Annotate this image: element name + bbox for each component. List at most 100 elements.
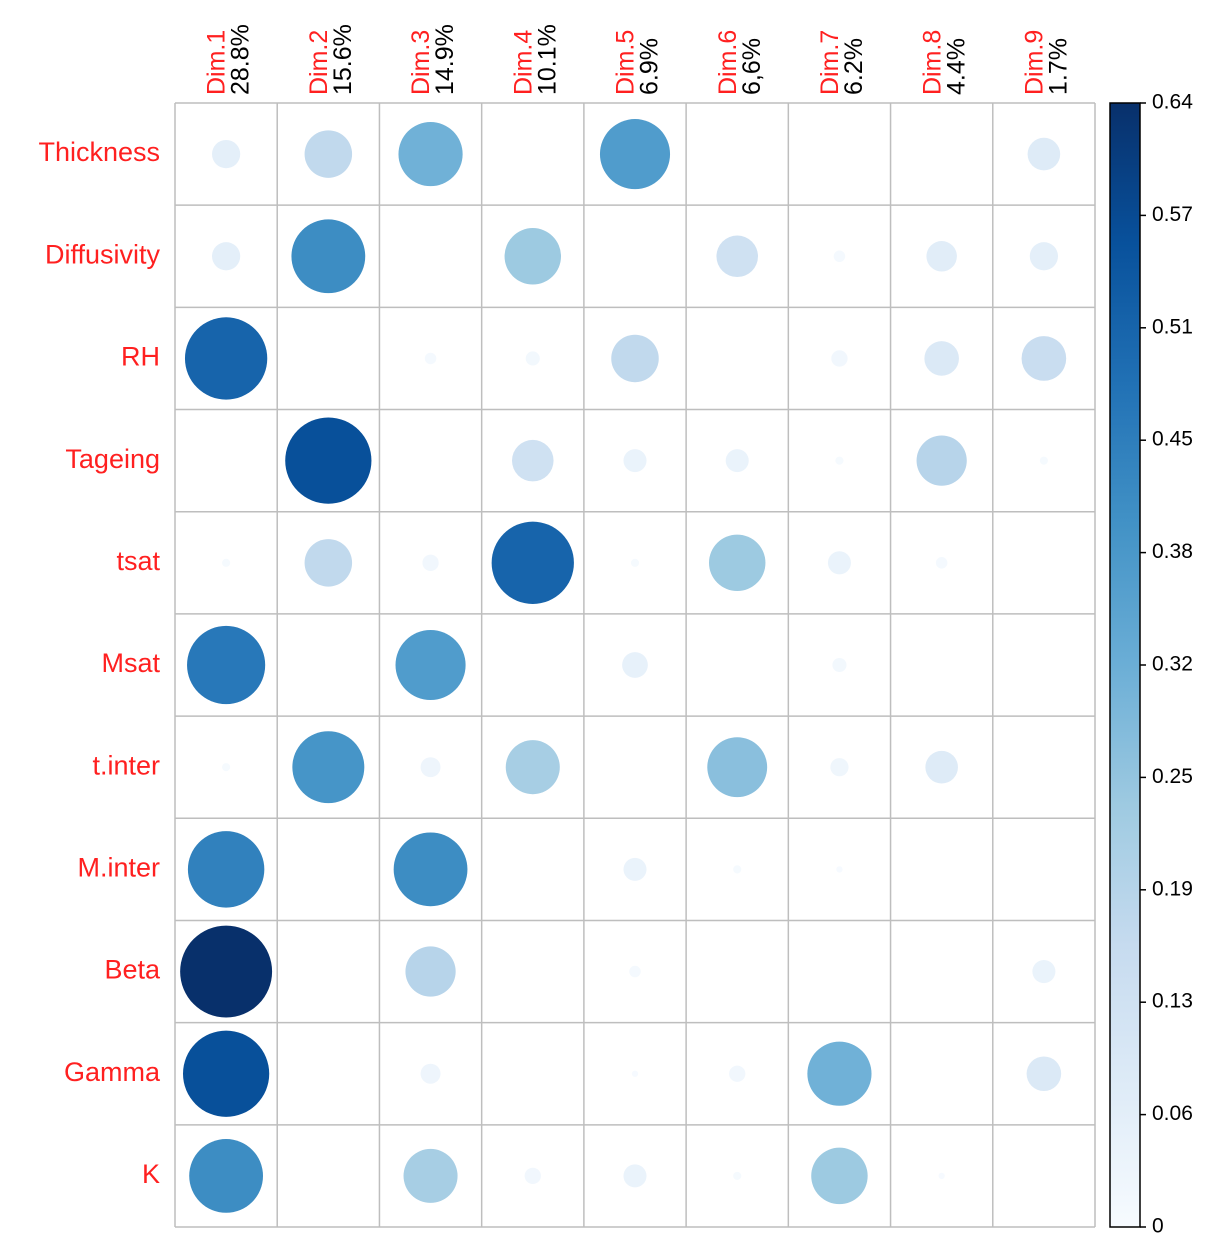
value-circle xyxy=(631,1070,639,1077)
value-circle xyxy=(835,456,844,465)
column-percent: 4.4% xyxy=(942,38,970,95)
value-circle xyxy=(836,866,843,873)
row-label: tsat xyxy=(116,546,160,576)
value-circle xyxy=(1026,1056,1062,1092)
column-percent: 14.9% xyxy=(431,24,459,95)
column-percent: 6.9% xyxy=(636,38,664,95)
tick-label: 0.64 xyxy=(1152,91,1193,114)
row-label: M.inter xyxy=(77,852,160,882)
value-circle xyxy=(403,1148,458,1203)
value-circle xyxy=(926,241,957,272)
value-circle xyxy=(420,757,441,778)
row-label: RH xyxy=(121,342,160,372)
value-circle xyxy=(184,317,268,400)
value-circle xyxy=(925,750,958,784)
column-percent: 1.7% xyxy=(1044,38,1072,95)
value-circle xyxy=(623,449,647,473)
tick-label: 0.13 xyxy=(1152,990,1193,1013)
value-circle xyxy=(505,740,560,795)
row-label: Beta xyxy=(104,955,161,985)
value-circle xyxy=(405,946,456,997)
tick-label: 0.25 xyxy=(1152,765,1193,788)
value-circle xyxy=(187,831,265,908)
tick-label: 0.51 xyxy=(1152,315,1193,338)
row-label: Gamma xyxy=(64,1057,161,1087)
tick-label: 0.19 xyxy=(1152,877,1193,900)
value-circle xyxy=(622,652,648,678)
column-percent: 15.6% xyxy=(329,24,357,95)
value-circle xyxy=(629,965,641,978)
value-circle xyxy=(491,521,574,604)
column-percent: 6,6% xyxy=(738,38,766,95)
row-label: Tageing xyxy=(65,444,160,474)
row-label: K xyxy=(142,1159,160,1189)
column-label: Dim.8 xyxy=(918,30,946,95)
column-label: Dim.9 xyxy=(1020,30,1048,95)
value-circle xyxy=(420,1063,441,1084)
value-circle xyxy=(1029,242,1059,271)
value-circle xyxy=(292,731,365,804)
value-circle xyxy=(708,534,766,592)
value-circle xyxy=(525,351,540,366)
row-label: t.inter xyxy=(92,750,160,780)
value-circle xyxy=(707,737,768,798)
tick-label: 0.32 xyxy=(1152,653,1193,676)
value-circle xyxy=(916,435,967,486)
value-circle xyxy=(725,449,749,473)
value-circle xyxy=(924,341,959,376)
value-circle xyxy=(395,629,466,701)
value-circle xyxy=(285,417,372,504)
row-label: Msat xyxy=(101,648,160,678)
value-circle xyxy=(291,219,366,294)
value-circle xyxy=(504,228,562,285)
value-circle xyxy=(623,1164,647,1188)
column-label: Dim.2 xyxy=(305,30,333,95)
value-circle xyxy=(304,539,353,587)
value-circle xyxy=(630,558,640,567)
value-circle xyxy=(1032,960,1056,984)
value-circle xyxy=(393,832,468,907)
row-label: Thickness xyxy=(38,137,160,167)
value-circle xyxy=(211,242,241,271)
value-circle xyxy=(733,1171,742,1180)
column-percent: 6.2% xyxy=(840,38,868,95)
value-circle xyxy=(398,122,463,187)
tick-label: 0.38 xyxy=(1152,540,1193,563)
value-circle xyxy=(187,625,266,705)
column-label: Dim.4 xyxy=(509,30,537,95)
column-label: Dim.6 xyxy=(714,30,742,95)
value-circle xyxy=(827,551,851,575)
value-circle xyxy=(935,557,948,569)
column-percent: 10.1% xyxy=(533,24,561,95)
value-circle xyxy=(189,1139,264,1213)
tick-label: 0 xyxy=(1152,1215,1164,1238)
value-circle xyxy=(729,1065,746,1082)
value-circle xyxy=(304,130,353,178)
value-circle xyxy=(716,235,758,278)
value-circle xyxy=(623,857,647,881)
tick-label: 0.45 xyxy=(1152,428,1193,451)
value-circle xyxy=(182,1030,270,1117)
row-label: Diffusivity xyxy=(45,239,161,269)
value-circle xyxy=(180,925,273,1018)
value-circle xyxy=(211,139,241,169)
value-circle xyxy=(832,657,847,673)
tick-label: 0.57 xyxy=(1152,203,1193,226)
value-circle xyxy=(733,865,742,874)
value-circle xyxy=(599,119,671,190)
value-circle xyxy=(1039,456,1048,465)
value-circle xyxy=(830,758,849,777)
value-circle xyxy=(831,350,848,367)
tick-label: 0.06 xyxy=(1152,1102,1193,1125)
value-circle xyxy=(611,334,659,383)
column-label: Dim.3 xyxy=(407,30,435,95)
value-circle xyxy=(938,1172,945,1180)
column-label: Dim.7 xyxy=(816,30,844,95)
value-circle xyxy=(811,1147,868,1205)
column-label: Dim.5 xyxy=(612,30,640,95)
value-circle xyxy=(222,763,231,772)
color-bar xyxy=(1109,102,1141,1228)
column-label: Dim.1 xyxy=(203,30,231,95)
column-percent: 28.8% xyxy=(227,24,255,95)
